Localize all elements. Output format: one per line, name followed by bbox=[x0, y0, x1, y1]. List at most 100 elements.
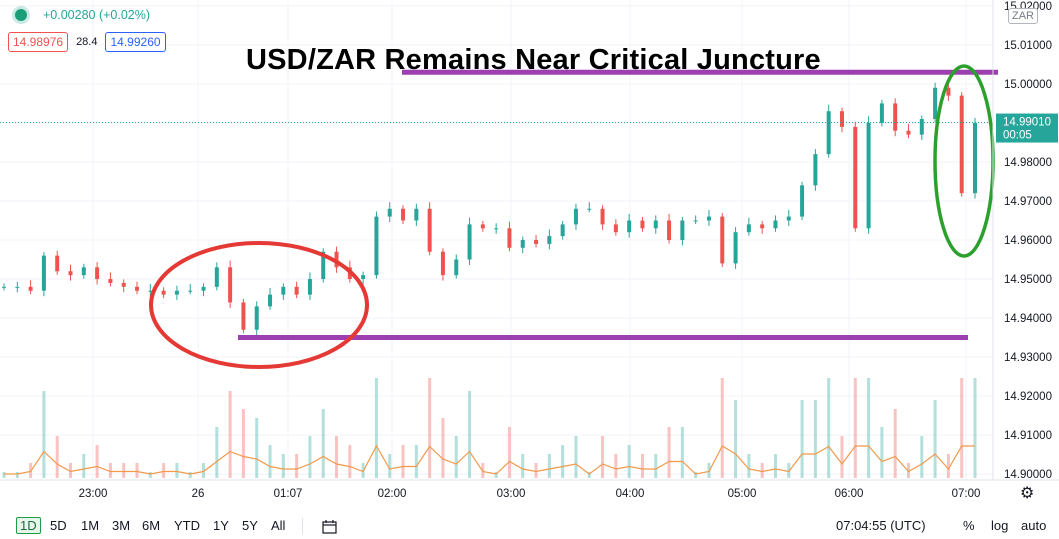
currency-button[interactable]: ZAR bbox=[1008, 8, 1038, 24]
candle-body bbox=[587, 208, 592, 210]
volume-bar bbox=[640, 454, 644, 478]
timeframe-all[interactable]: All bbox=[271, 518, 286, 533]
volume-bar bbox=[853, 378, 857, 478]
volume-bar bbox=[494, 472, 498, 478]
volume-bar bbox=[175, 463, 179, 478]
candle-body bbox=[760, 224, 765, 229]
auto-scale-toggle[interactable]: auto bbox=[1021, 518, 1047, 533]
volume-bar bbox=[308, 436, 312, 478]
timeframe-3m[interactable]: 3M bbox=[112, 518, 131, 533]
settings-gear-icon[interactable]: ⚙ bbox=[1020, 485, 1035, 502]
candle-body bbox=[41, 255, 46, 291]
volume-bar bbox=[747, 454, 751, 478]
candle-body bbox=[161, 290, 166, 295]
volume-bar bbox=[534, 463, 538, 478]
log-scale-toggle[interactable]: log bbox=[991, 518, 1009, 533]
volume-bar bbox=[654, 454, 658, 478]
bar-countdown: 00:05 bbox=[1003, 130, 1032, 142]
volume-bar bbox=[800, 400, 804, 478]
candle-body bbox=[746, 224, 751, 233]
candle-body bbox=[228, 267, 233, 303]
volume-bar bbox=[893, 409, 897, 478]
candle-body bbox=[853, 126, 858, 229]
candle-body bbox=[294, 286, 299, 295]
price-tick-label: 14.96000 bbox=[1004, 235, 1052, 247]
candle-body bbox=[148, 290, 153, 292]
spread-value: 28.4 bbox=[76, 36, 98, 48]
candle-body bbox=[254, 306, 259, 330]
timeframe-1d[interactable]: 1D bbox=[16, 517, 41, 534]
time-tick-label: 07:00 bbox=[952, 488, 981, 500]
timeframe-ytd[interactable]: YTD bbox=[174, 518, 200, 533]
volume-bar bbox=[840, 436, 844, 478]
volume-bar bbox=[960, 378, 964, 478]
candle-body bbox=[640, 220, 645, 229]
price-axis[interactable]: 15.0200015.0100015.0000014.9900014.98000… bbox=[1004, 1, 1052, 481]
price-change: +0.00280 (+0.02%) bbox=[43, 8, 151, 22]
candle-body bbox=[534, 240, 539, 244]
market-status-dot-icon bbox=[15, 9, 27, 21]
volume-bar bbox=[720, 378, 724, 478]
candle-body bbox=[786, 216, 791, 221]
timeframe-1m[interactable]: 1M bbox=[81, 518, 100, 533]
candle-body bbox=[81, 267, 86, 276]
volume-bar bbox=[388, 454, 392, 478]
volume-bar bbox=[162, 463, 166, 478]
candle-body bbox=[520, 240, 525, 248]
time-tick-label: 01:07 bbox=[274, 488, 303, 500]
candle-body bbox=[494, 228, 499, 230]
volume-bar bbox=[574, 436, 578, 478]
volume-bar bbox=[321, 409, 325, 478]
red-circle-annotation bbox=[149, 241, 369, 369]
timeframe-6m[interactable]: 6M bbox=[142, 518, 161, 533]
candle-body bbox=[480, 224, 485, 229]
utc-clock[interactable]: 07:04:55 (UTC) bbox=[836, 518, 926, 533]
percent-scale-toggle[interactable]: % bbox=[963, 518, 975, 533]
candle-body bbox=[281, 286, 286, 295]
current-price-label: 14.99010 00:05 bbox=[996, 113, 1058, 143]
volume-bar bbox=[787, 463, 791, 478]
time-tick-label: 03:00 bbox=[497, 488, 526, 500]
candle-body bbox=[627, 220, 632, 233]
timeframe-5d[interactable]: 5D bbox=[50, 518, 67, 533]
candle-body bbox=[653, 220, 658, 229]
price-tick-label: 14.91000 bbox=[1004, 430, 1052, 442]
time-axis[interactable]: 23:00 26 01:07 02:00 03:00 04:00 05:00 06:00 07:… bbox=[79, 488, 981, 500]
volume-bar bbox=[122, 463, 126, 478]
timeframe-1y[interactable]: 1Y bbox=[213, 518, 229, 533]
candle-body bbox=[906, 130, 911, 135]
volume-bar bbox=[335, 436, 339, 478]
candle-body bbox=[933, 87, 938, 120]
volume-bar bbox=[813, 400, 817, 478]
candle-body bbox=[893, 103, 898, 131]
volume-bar bbox=[507, 427, 511, 478]
candle-body bbox=[55, 255, 60, 272]
volume-bar bbox=[760, 463, 764, 478]
candle-body bbox=[201, 286, 206, 291]
time-tick-label: 23:00 bbox=[79, 488, 108, 500]
price-candles bbox=[2, 81, 977, 336]
volume-bar bbox=[108, 463, 112, 478]
volume-bar bbox=[42, 391, 46, 478]
bid-price-button[interactable]: 14.98976 bbox=[8, 32, 69, 52]
volume-bar bbox=[614, 454, 618, 478]
volume-bars bbox=[2, 378, 977, 478]
price-tick-label: 14.98000 bbox=[1004, 157, 1052, 169]
ask-price-button[interactable]: 14.99260 bbox=[105, 32, 166, 52]
annotation-levels bbox=[238, 69, 998, 341]
candle-body bbox=[387, 208, 392, 217]
volume-bar bbox=[148, 472, 152, 478]
candle-body bbox=[800, 185, 805, 217]
candle-body bbox=[361, 275, 366, 280]
candle-body bbox=[946, 87, 951, 96]
timeframe-5y[interactable]: 5Y bbox=[242, 518, 258, 533]
date-range-icon[interactable] bbox=[322, 519, 338, 534]
volume-bar bbox=[374, 378, 378, 478]
price-chart: 15.0200015.0100015.0000014.9900014.98000… bbox=[0, 0, 1059, 500]
candle-body bbox=[214, 267, 219, 287]
volume-bar bbox=[15, 472, 19, 478]
candle-body bbox=[839, 111, 844, 127]
candle-body bbox=[121, 282, 126, 287]
candle-body bbox=[773, 220, 778, 229]
candle-body bbox=[919, 119, 924, 135]
